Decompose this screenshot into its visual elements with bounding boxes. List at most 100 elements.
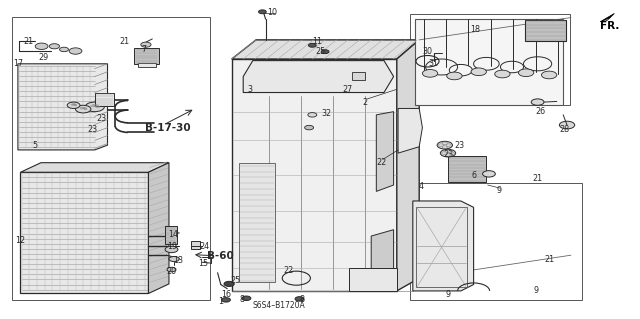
Text: 9: 9	[534, 286, 539, 295]
Circle shape	[541, 71, 557, 79]
Text: 29: 29	[38, 53, 49, 62]
Text: 4: 4	[419, 182, 424, 191]
Text: 23: 23	[88, 125, 98, 134]
Polygon shape	[148, 163, 169, 293]
Bar	[165, 226, 177, 244]
Text: 19: 19	[167, 242, 177, 251]
Bar	[525, 20, 566, 41]
Polygon shape	[413, 201, 474, 291]
Circle shape	[224, 281, 234, 286]
Circle shape	[422, 70, 438, 77]
Bar	[20, 172, 148, 293]
Text: 23: 23	[443, 150, 453, 159]
Circle shape	[308, 43, 316, 47]
Polygon shape	[243, 61, 394, 93]
Text: 27: 27	[342, 85, 353, 94]
Bar	[134, 48, 159, 64]
Polygon shape	[398, 108, 422, 153]
Bar	[138, 63, 156, 67]
Circle shape	[308, 113, 317, 117]
Circle shape	[437, 141, 452, 149]
Text: 12: 12	[15, 236, 26, 245]
Polygon shape	[397, 40, 419, 291]
Text: 9: 9	[445, 290, 451, 299]
Bar	[352, 72, 365, 80]
Text: 26: 26	[536, 107, 546, 116]
Polygon shape	[18, 64, 108, 150]
Text: 31: 31	[429, 59, 439, 68]
Text: 23: 23	[454, 141, 465, 150]
Polygon shape	[415, 19, 563, 105]
Text: 7: 7	[141, 45, 147, 54]
Circle shape	[305, 125, 314, 130]
Text: B-17-30: B-17-30	[145, 122, 191, 133]
Text: FR.: FR.	[600, 20, 619, 31]
Text: 30: 30	[422, 47, 433, 56]
Text: 23: 23	[96, 114, 106, 122]
Text: 24: 24	[200, 242, 210, 251]
Circle shape	[221, 298, 230, 302]
Bar	[448, 156, 486, 182]
Circle shape	[495, 70, 510, 78]
Text: 21: 21	[544, 255, 554, 263]
Bar	[410, 14, 570, 105]
Circle shape	[531, 99, 544, 105]
Bar	[95, 93, 114, 106]
Circle shape	[321, 50, 329, 54]
Circle shape	[440, 149, 456, 157]
Circle shape	[141, 42, 151, 47]
Polygon shape	[20, 163, 169, 172]
Polygon shape	[232, 40, 419, 59]
Text: 25: 25	[230, 276, 241, 285]
Text: 1: 1	[218, 297, 223, 306]
Bar	[410, 183, 582, 300]
Text: 22: 22	[283, 266, 293, 275]
Text: 11: 11	[312, 37, 322, 46]
Polygon shape	[600, 13, 614, 22]
Text: 32: 32	[321, 109, 332, 118]
Circle shape	[447, 72, 462, 80]
Circle shape	[49, 44, 60, 49]
Text: 20: 20	[166, 267, 177, 276]
Text: 8: 8	[239, 295, 244, 304]
Circle shape	[76, 105, 91, 113]
Text: 8: 8	[300, 295, 305, 304]
Circle shape	[67, 102, 80, 108]
Circle shape	[60, 47, 68, 52]
Text: 13: 13	[173, 256, 183, 265]
Circle shape	[295, 297, 304, 301]
Bar	[416, 207, 467, 287]
Polygon shape	[349, 268, 397, 291]
Text: 14: 14	[168, 230, 178, 239]
Polygon shape	[239, 163, 275, 282]
Text: 17: 17	[13, 59, 23, 68]
Text: 22: 22	[376, 158, 387, 167]
Circle shape	[559, 121, 575, 129]
Text: B-60: B-60	[207, 251, 234, 261]
Circle shape	[483, 171, 495, 177]
Text: 21: 21	[532, 174, 543, 183]
Text: 6: 6	[471, 171, 476, 180]
Text: 2: 2	[362, 98, 367, 107]
Text: 21: 21	[24, 37, 34, 46]
Text: 21: 21	[119, 37, 129, 46]
Circle shape	[518, 69, 534, 77]
Text: 16: 16	[221, 290, 232, 299]
Circle shape	[69, 48, 82, 54]
Circle shape	[242, 296, 251, 300]
Text: 15: 15	[198, 259, 209, 268]
Polygon shape	[376, 112, 394, 191]
Circle shape	[169, 256, 179, 262]
Text: 9: 9	[497, 186, 502, 195]
Bar	[191, 241, 200, 249]
Bar	[12, 17, 210, 300]
Circle shape	[85, 102, 104, 112]
Text: 25: 25	[315, 47, 325, 56]
Text: 28: 28	[559, 125, 570, 134]
Text: S6S4–B1720A: S6S4–B1720A	[253, 301, 305, 310]
Text: 5: 5	[33, 141, 38, 150]
Circle shape	[471, 68, 486, 76]
Text: 10: 10	[267, 8, 277, 17]
Circle shape	[259, 10, 266, 14]
Circle shape	[35, 43, 48, 49]
